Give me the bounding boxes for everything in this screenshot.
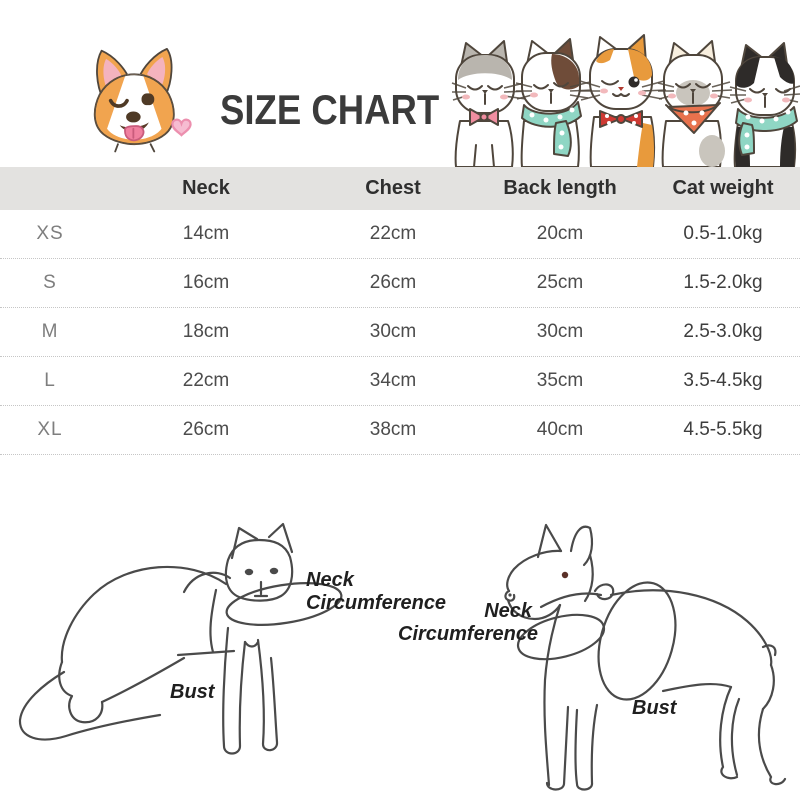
cat-bust-label: Bust bbox=[170, 681, 215, 703]
neck-cell: 18cm bbox=[182, 321, 230, 342]
label-line: Neck bbox=[306, 569, 354, 591]
chest-cell: 38cm bbox=[369, 419, 417, 440]
size-cell: XL bbox=[37, 419, 63, 440]
label-line: Circumference bbox=[398, 623, 539, 645]
size-cell: L bbox=[44, 370, 56, 391]
corgi-dog-icon bbox=[93, 47, 192, 153]
label-line: Circumference bbox=[306, 592, 447, 614]
cat-weight-cell: 1.5-2.0kg bbox=[683, 272, 763, 293]
back-length-cell: 20cm bbox=[536, 223, 584, 244]
size-cell: XS bbox=[36, 223, 64, 244]
back-length-cell: 25cm bbox=[536, 272, 584, 293]
cat-weight-cell: 2.5-3.0kg bbox=[683, 321, 763, 342]
cat-weight-cell: 0.5-1.0kg bbox=[683, 223, 763, 244]
table-row-m: M 18cm 30cm 30cm 2.5-3.0kg bbox=[0, 308, 800, 357]
neck-cell: 22cm bbox=[182, 370, 230, 391]
size-cell: M bbox=[41, 321, 59, 342]
cat-neck-circumference-label: Neck Circumference bbox=[306, 569, 446, 615]
chest-cell: 22cm bbox=[369, 223, 417, 244]
size-table: Neck Chest Back length Cat weight XS 14c… bbox=[0, 167, 800, 455]
dog-measurement-diagram-icon bbox=[504, 523, 787, 791]
back-length-cell: 35cm bbox=[536, 370, 584, 391]
neck-cell: 26cm bbox=[182, 419, 230, 440]
table-row-s: S 16cm 26cm 25cm 1.5-2.0kg bbox=[0, 259, 800, 308]
size-cell: S bbox=[43, 272, 57, 293]
header-cell-cat-weight: Cat weight bbox=[672, 177, 774, 199]
header-cell-neck: Neck bbox=[182, 177, 230, 199]
back-length-cell: 40cm bbox=[536, 419, 584, 440]
cat-weight-cell: 3.5-4.5kg bbox=[683, 370, 763, 391]
label-line: Neck bbox=[484, 600, 532, 622]
cat-weight-cell: 4.5-5.5kg bbox=[683, 419, 763, 440]
five-cats-icon bbox=[451, 34, 800, 167]
cat-measurement-diagram-icon bbox=[18, 522, 343, 755]
heart-icon bbox=[171, 118, 192, 137]
table-row-xs: XS 14cm 22cm 20cm 0.5-1.0kg bbox=[0, 210, 800, 259]
dog-neck-circumference-label: Neck Circumference bbox=[398, 600, 539, 646]
page-title: SIZE CHART bbox=[220, 86, 440, 133]
neck-cell: 16cm bbox=[182, 272, 230, 293]
header-cell-back-length: Back length bbox=[503, 177, 617, 199]
back-length-cell: 30cm bbox=[536, 321, 584, 342]
chest-cell: 30cm bbox=[369, 321, 417, 342]
header-cell-chest: Chest bbox=[365, 177, 421, 199]
table-row-xl: XL 26cm 38cm 40cm 4.5-5.5kg bbox=[0, 406, 800, 455]
chest-cell: 34cm bbox=[369, 370, 417, 391]
neck-cell: 14cm bbox=[182, 223, 230, 244]
table-header-row: Neck Chest Back length Cat weight bbox=[0, 167, 800, 210]
chest-cell: 26cm bbox=[369, 272, 417, 293]
table-row-l: L 22cm 34cm 35cm 3.5-4.5kg bbox=[0, 357, 800, 406]
dog-bust-label: Bust bbox=[632, 697, 677, 719]
